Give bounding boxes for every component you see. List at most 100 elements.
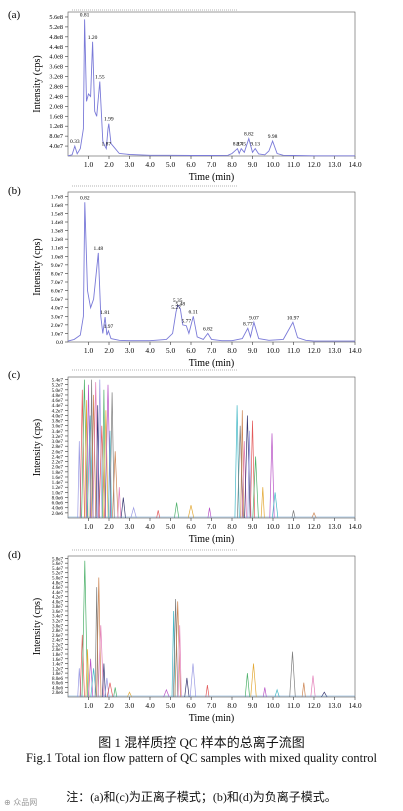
y-tick-label: 3.6e7 bbox=[52, 610, 63, 615]
y-tick-label: 1.1e8 bbox=[51, 246, 63, 252]
y-tick-label: 8.0e6 bbox=[52, 677, 63, 682]
chart-panel-1: (a) 4.0e7 8.0e7 1.2e8 1.6e8 2.0e8 2.4e8 2.8e8 3.… bbox=[8, 9, 362, 183]
peak-mark bbox=[97, 379, 103, 519]
y-tick-label: 9.0e7 bbox=[51, 263, 63, 269]
chart-panel-4: (d)2.0e64.0e66.0e68.0e61.0e71.2e71.4e71.… bbox=[8, 549, 362, 724]
peak-mark bbox=[84, 400, 89, 519]
y-tick-label: 4.2e7 bbox=[52, 596, 63, 601]
peak-mark bbox=[250, 663, 257, 698]
peak-mark bbox=[156, 510, 161, 519]
y-tick-label: 4.6e7 bbox=[52, 586, 63, 591]
x-tick-label: 1.0 bbox=[84, 701, 94, 710]
peak-mark bbox=[79, 634, 85, 698]
y-tick-label: 1.6e8 bbox=[51, 203, 63, 209]
peak-mark bbox=[81, 379, 88, 519]
y-tick-label: 2.4e7 bbox=[52, 454, 64, 460]
x-tick-label: 8.0 bbox=[227, 701, 237, 710]
y-axis-label: Intensity (cps) bbox=[32, 598, 43, 656]
y-tick-label: 1.2e7 bbox=[52, 667, 63, 672]
peak-mark bbox=[321, 691, 328, 698]
y-tick-label: 2.0e6 bbox=[52, 691, 63, 696]
y-tick-label: 2.6e7 bbox=[52, 449, 64, 455]
peak-mark bbox=[85, 649, 90, 698]
y-tick-label: 7.0e7 bbox=[51, 280, 63, 286]
panel-label: (c) bbox=[8, 369, 21, 381]
peak-label: 5.48 bbox=[176, 302, 186, 308]
y-tick-label: 8.0e7 bbox=[51, 271, 63, 277]
y-tick-label: 6.0e7 bbox=[51, 289, 63, 295]
x-axis-label: Time (min) bbox=[189, 358, 234, 369]
y-tick-label: 1.8e7 bbox=[52, 470, 64, 476]
y-tick-label: 2.2e7 bbox=[52, 460, 64, 466]
peak-mark bbox=[244, 415, 251, 519]
peak-mark bbox=[104, 384, 112, 519]
y-tick-label: 3.2e7 bbox=[52, 434, 64, 440]
x-tick-label: 10.0 bbox=[266, 522, 279, 531]
y-tick-label: 4.0e7 bbox=[49, 143, 63, 150]
x-tick-label: 8.0 bbox=[227, 522, 237, 531]
x-tick-label: 7.0 bbox=[207, 522, 217, 531]
watermark: ⊕ 众品网 bbox=[4, 798, 38, 807]
plot-frame bbox=[67, 555, 356, 698]
x-tick-label: 6.0 bbox=[186, 701, 196, 710]
peak-mark bbox=[241, 441, 247, 519]
peak-mark bbox=[274, 688, 280, 698]
peak-label: 9.07 bbox=[249, 315, 259, 321]
x-tick-label: 14.0 bbox=[348, 160, 361, 169]
y-tick-label: 3.2e7 bbox=[52, 620, 63, 625]
x-tick-label: 7.0 bbox=[207, 701, 217, 710]
peak-label: 1.20 bbox=[88, 35, 98, 41]
x-axis-label: Time (min) bbox=[189, 534, 234, 545]
y-tick-label: 1.4e7 bbox=[52, 663, 63, 668]
peak-label: 1.81 bbox=[100, 310, 110, 316]
y-tick-label: 5.8e7 bbox=[52, 557, 63, 562]
caption-chinese: 图 1 混样质控 QC 样本的总离子流图 bbox=[98, 735, 305, 750]
y-tick-label: 5.4e7 bbox=[52, 378, 64, 384]
peak-label: 6.82 bbox=[203, 326, 213, 332]
y-tick-label: 5.2e7 bbox=[52, 572, 63, 577]
x-tick-label: 2.0 bbox=[104, 522, 114, 531]
peak-label: 1.87 bbox=[102, 142, 112, 148]
peak-label: 10.97 bbox=[287, 315, 300, 321]
x-tick-label: 14.0 bbox=[348, 346, 361, 355]
y-tick-label: 3.8e7 bbox=[52, 605, 63, 610]
y-tick-label: 1.0e7 bbox=[51, 331, 63, 337]
y-tick-label: 3.0e7 bbox=[52, 624, 63, 629]
peak-mark bbox=[96, 577, 102, 698]
y-tick-label: 1.0e7 bbox=[52, 490, 64, 496]
y-tick-label: 3.2e8 bbox=[49, 74, 63, 81]
y-tick-label: 5.2e8 bbox=[49, 24, 63, 31]
x-tick-label: 11.0 bbox=[287, 346, 300, 355]
y-tick-label: 4.4e8 bbox=[49, 44, 63, 51]
y-tick-label: 4.6e7 bbox=[52, 398, 64, 404]
chart-panel-2: (b) 0.0 1.0e7 2.0e7 3.0e7 4.0e7 5.0e7 6.0e7 7.0e… bbox=[8, 185, 362, 369]
panel-label: (a) bbox=[8, 9, 21, 21]
x-tick-label: 2.0 bbox=[104, 346, 114, 355]
peak-mark bbox=[126, 691, 133, 698]
peak-mark bbox=[112, 451, 119, 519]
x-tick-label: 2.0 bbox=[104, 160, 114, 169]
y-tick-label: 4.8e8 bbox=[49, 34, 63, 41]
x-tick-label: 13.0 bbox=[328, 346, 341, 355]
peak-mark bbox=[81, 560, 88, 698]
peak-label: 8.82 bbox=[244, 132, 254, 138]
x-tick-label: 1.0 bbox=[84, 522, 94, 531]
x-tick-label: 12.0 bbox=[307, 160, 320, 169]
peak-mark bbox=[171, 610, 176, 698]
y-tick-label: 4.4e7 bbox=[52, 591, 63, 596]
panel-label: (d) bbox=[8, 549, 21, 561]
y-axis-label: Intensity (cps) bbox=[32, 55, 43, 113]
x-tick-label: 11.0 bbox=[287, 522, 300, 531]
y-tick-label: 1.0e7 bbox=[52, 672, 63, 677]
peak-mark bbox=[97, 625, 104, 698]
peak-label: 1.55 bbox=[95, 75, 105, 81]
peak-mark bbox=[187, 505, 195, 519]
peak-mark bbox=[95, 405, 100, 519]
peak-label: 1.99 bbox=[104, 117, 114, 123]
figure-canvas: (a) 4.0e7 8.0e7 1.2e8 1.6e8 2.0e8 2.4e8 2.8e8 3.… bbox=[8, 9, 362, 724]
y-tick-label: 5.6e7 bbox=[52, 562, 63, 567]
peak-label: 8.27 bbox=[233, 142, 243, 148]
x-tick-label: 6.0 bbox=[186, 346, 196, 355]
x-tick-label: 13.0 bbox=[328, 701, 341, 710]
peak-mark bbox=[174, 502, 180, 519]
